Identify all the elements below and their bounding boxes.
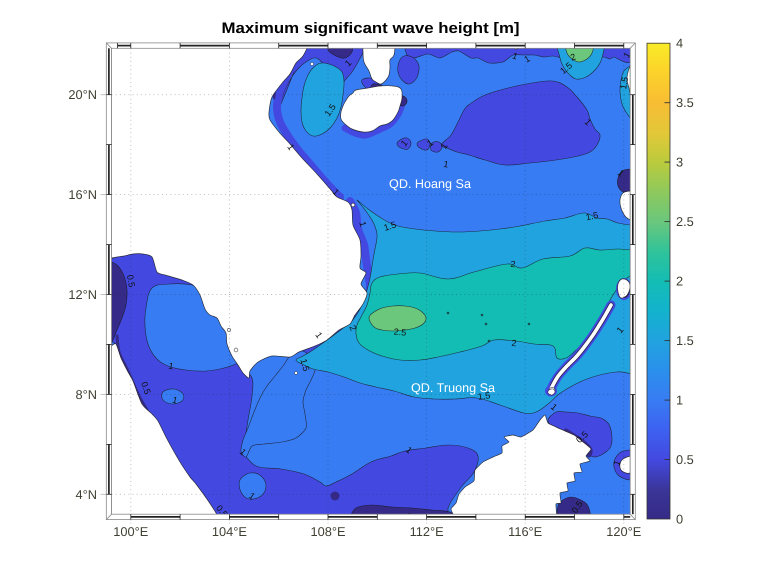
svg-text:1.5: 1.5 xyxy=(676,333,694,348)
svg-text:1: 1 xyxy=(404,445,414,456)
svg-text:1: 1 xyxy=(331,187,342,198)
svg-text:1: 1 xyxy=(168,361,175,372)
svg-text:8°N: 8°N xyxy=(76,387,97,402)
svg-text:1: 1 xyxy=(616,168,626,179)
svg-text:0.5: 0.5 xyxy=(139,380,153,395)
svg-text:1: 1 xyxy=(622,50,633,59)
svg-text:1.5: 1.5 xyxy=(383,220,398,233)
svg-text:100°E: 100°E xyxy=(113,524,148,539)
svg-text:1: 1 xyxy=(425,138,435,149)
svg-text:1: 1 xyxy=(615,325,626,335)
svg-text:1.5: 1.5 xyxy=(298,358,311,373)
svg-text:1: 1 xyxy=(343,58,354,69)
svg-text:4°N: 4°N xyxy=(76,487,97,502)
svg-text:Maximum significant wave heigh: Maximum significant wave height [m] xyxy=(222,20,520,37)
svg-text:1: 1 xyxy=(676,393,683,408)
svg-text:1: 1 xyxy=(583,117,594,128)
svg-text:112°E: 112°E xyxy=(410,524,444,539)
svg-text:0.5: 0.5 xyxy=(125,274,137,288)
svg-text:2.5: 2.5 xyxy=(676,214,694,229)
svg-text:1: 1 xyxy=(357,220,368,227)
svg-text:108°E: 108°E xyxy=(310,524,345,539)
svg-text:1: 1 xyxy=(399,138,410,148)
svg-text:1: 1 xyxy=(439,141,450,150)
svg-text:1.5: 1.5 xyxy=(618,76,630,90)
svg-text:1: 1 xyxy=(238,447,249,458)
svg-text:2: 2 xyxy=(676,274,683,289)
svg-text:2: 2 xyxy=(511,338,517,348)
svg-text:QD. Hoang Sa: QD. Hoang Sa xyxy=(389,177,471,191)
svg-text:12°N: 12°N xyxy=(68,287,97,302)
svg-text:1: 1 xyxy=(612,459,623,467)
svg-text:0.5: 0.5 xyxy=(214,503,230,519)
svg-text:104°E: 104°E xyxy=(212,524,247,539)
svg-text:0: 0 xyxy=(676,512,683,527)
svg-text:1: 1 xyxy=(511,51,519,62)
svg-text:1.5: 1.5 xyxy=(477,390,491,402)
svg-text:QD. Truong Sa: QD. Truong Sa xyxy=(411,381,495,395)
svg-text:116°E: 116°E xyxy=(508,524,542,539)
svg-text:0.5: 0.5 xyxy=(676,452,694,467)
svg-text:1: 1 xyxy=(171,395,178,406)
svg-text:2: 2 xyxy=(347,324,358,333)
svg-text:3.5: 3.5 xyxy=(676,95,694,110)
svg-text:4: 4 xyxy=(676,36,683,51)
svg-text:1: 1 xyxy=(443,159,450,170)
svg-text:120°E: 120°E xyxy=(606,524,641,539)
svg-text:1: 1 xyxy=(522,54,531,65)
svg-text:1: 1 xyxy=(549,402,559,413)
svg-text:2: 2 xyxy=(569,52,577,63)
svg-text:3: 3 xyxy=(676,155,683,170)
svg-text:1.5: 1.5 xyxy=(585,210,599,222)
svg-text:2: 2 xyxy=(510,259,516,269)
svg-text:1: 1 xyxy=(247,491,257,502)
svg-text:20°N: 20°N xyxy=(68,87,97,102)
svg-text:1: 1 xyxy=(285,142,296,152)
svg-text:0.5: 0.5 xyxy=(406,511,420,523)
svg-text:1: 1 xyxy=(313,330,324,340)
svg-text:2.5: 2.5 xyxy=(393,327,406,338)
svg-text:16°N: 16°N xyxy=(68,187,97,202)
